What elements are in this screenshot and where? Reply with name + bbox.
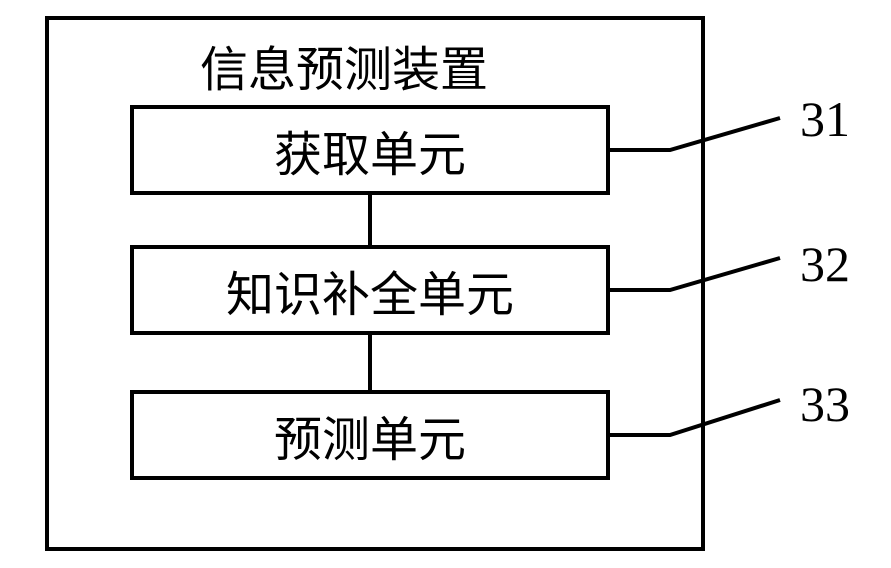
leader-line-33 [0, 0, 891, 568]
reference-number-32: 32 [800, 235, 850, 293]
reference-number-31: 31 [800, 90, 850, 148]
reference-number-33: 33 [800, 375, 850, 433]
